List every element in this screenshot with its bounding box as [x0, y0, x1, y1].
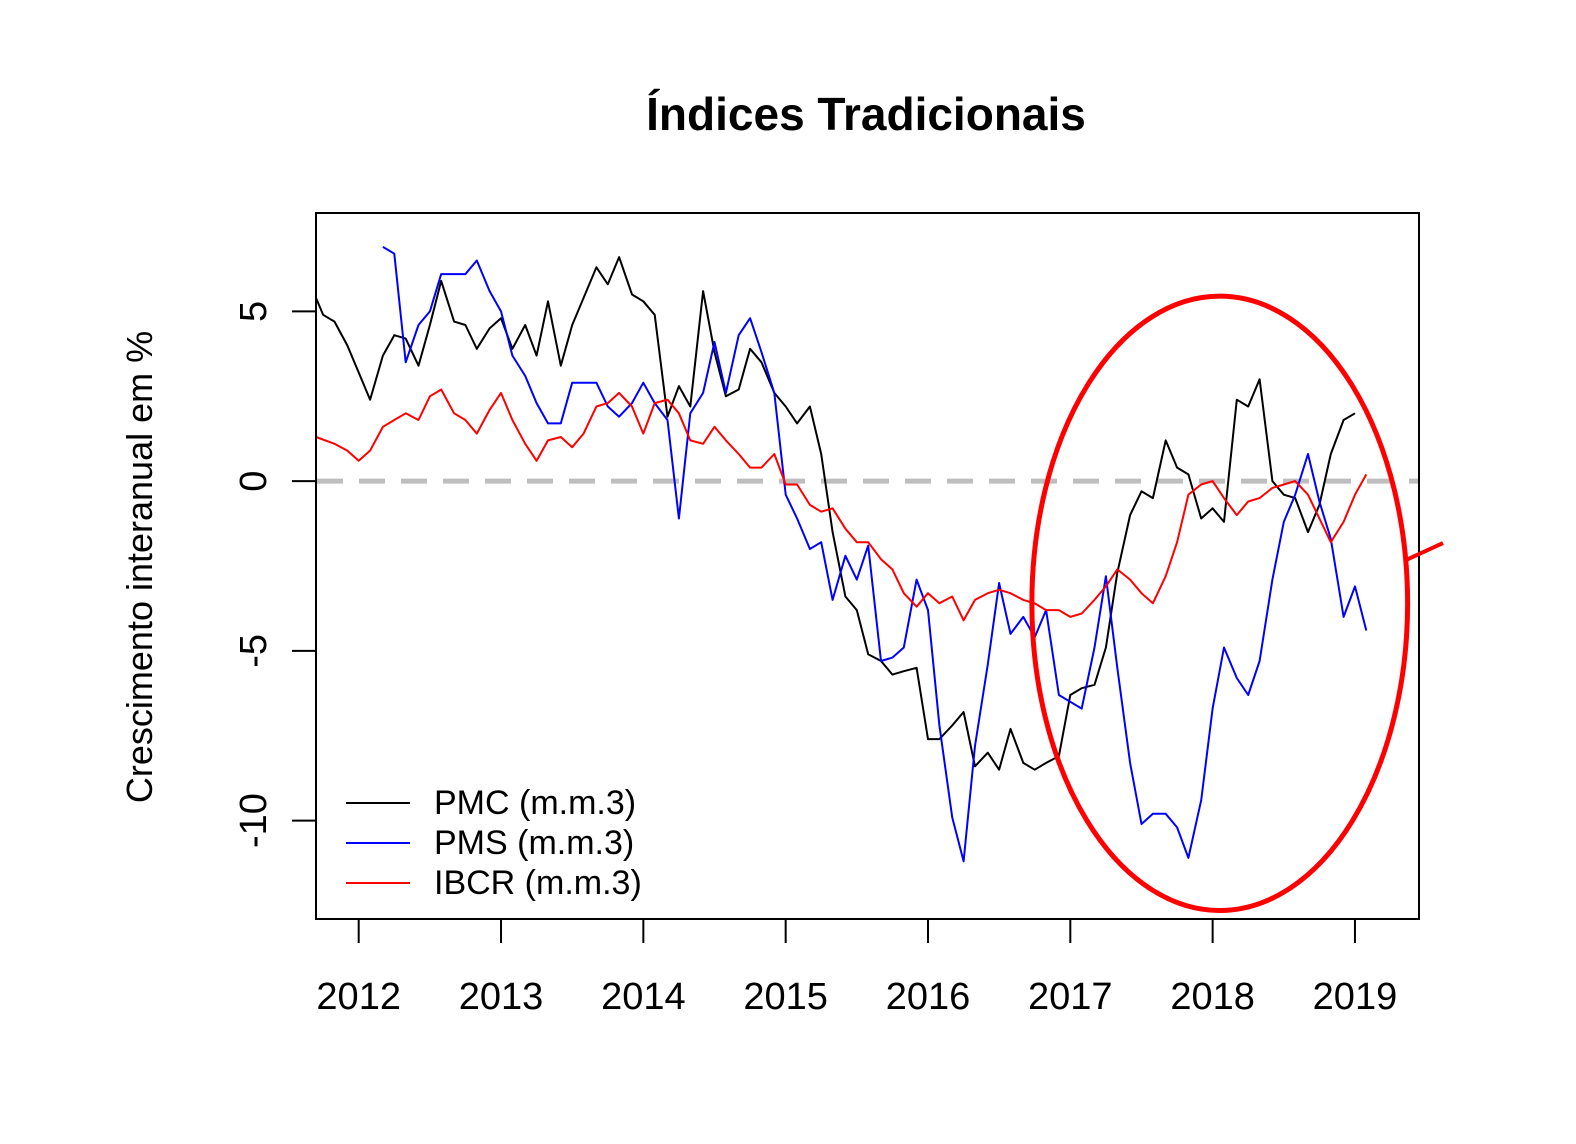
- legend-label: IBCR (m.m.3): [434, 864, 642, 902]
- chart-title: Índices Tradicionais: [646, 88, 1086, 140]
- series-line-pmc: [315, 256, 1356, 771]
- series-line-ibcr: [315, 388, 1368, 622]
- x-tick-label: 2013: [459, 976, 544, 1018]
- legend: PMC (m.m.3)PMS (m.m.3)IBCR (m.m.3): [346, 784, 642, 902]
- legend-label: PMC (m.m.3): [434, 784, 636, 822]
- y-tick-label: 0: [233, 471, 275, 492]
- y-axis-label: Crescimento interanual em %: [119, 331, 160, 803]
- plot-area-frame: [315, 212, 1420, 920]
- x-tick-label: 2018: [1170, 976, 1255, 1018]
- x-tick-label: 2015: [743, 976, 828, 1018]
- x-tick-label: 2017: [1028, 976, 1113, 1018]
- y-tick-label: -10: [233, 793, 275, 848]
- series-line-pms: [382, 246, 1368, 863]
- annotation: [1029, 293, 1444, 914]
- x-axis: 2012 2013 2014 2015 2016 2017 2018 2019: [316, 918, 1398, 1018]
- x-tick-label: 2012: [316, 976, 401, 1018]
- annotation-pointer-line: [1404, 541, 1444, 563]
- x-tick-label: 2016: [886, 976, 971, 1018]
- y-tick-label: 5: [233, 301, 275, 322]
- y-tick-label: -5: [233, 634, 275, 668]
- x-tick-label: 2014: [601, 976, 686, 1018]
- series-layer: [315, 246, 1368, 863]
- x-tick-label: 2019: [1313, 976, 1398, 1018]
- legend-label: PMS (m.m.3): [434, 824, 634, 862]
- highlight-ellipse: [1029, 293, 1411, 914]
